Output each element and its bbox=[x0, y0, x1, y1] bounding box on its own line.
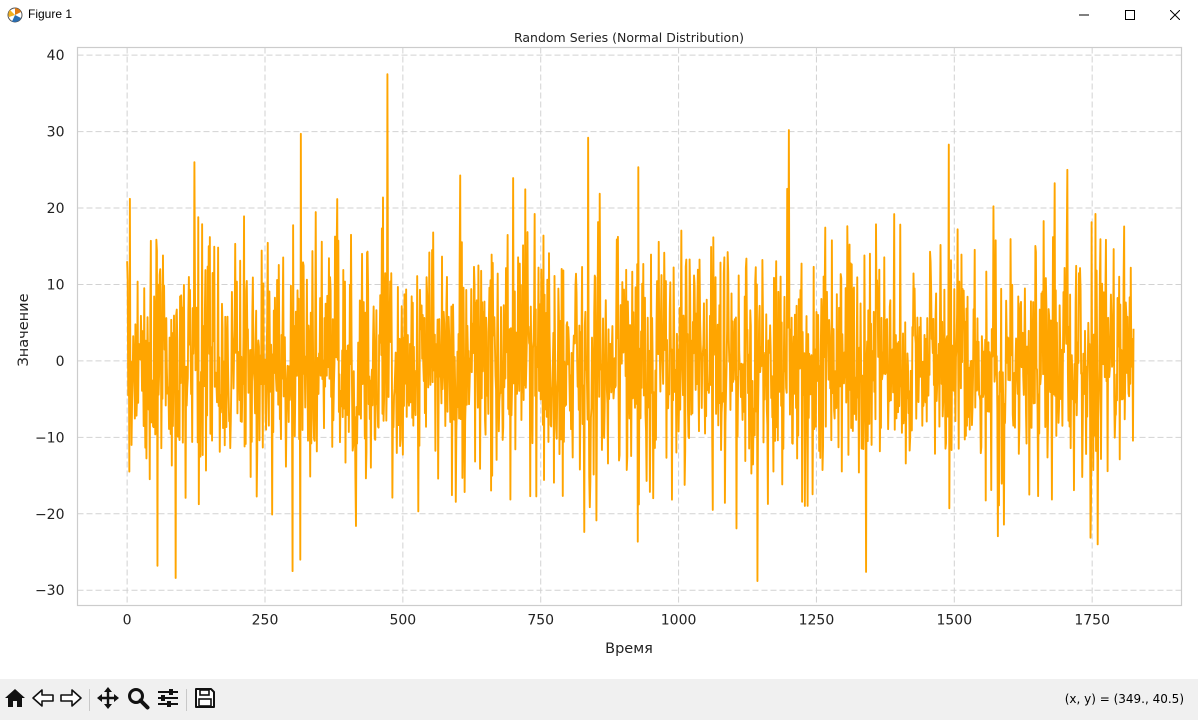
figure-canvas[interactable]: 0 250 500 750 1000 1250 1500 1750 −30 −20 −10 0 10 20… bbox=[0, 30, 1198, 679]
matplotlib-icon bbox=[6, 6, 24, 24]
y-axis-label: Значение bbox=[16, 293, 32, 366]
zoom-icon bbox=[126, 686, 150, 714]
x-tick-label: 1000 bbox=[661, 613, 697, 629]
x-tick-label: 250 bbox=[252, 613, 279, 629]
window-titlebar: Figure 1 bbox=[0, 0, 1198, 30]
forward-button[interactable] bbox=[58, 687, 84, 713]
x-tick-label: 1750 bbox=[1074, 613, 1110, 629]
axes-frame bbox=[76, 46, 1183, 607]
x-tick-label: 0 bbox=[123, 613, 132, 629]
y-tick-label: 0 bbox=[56, 354, 65, 370]
y-tick-label: 30 bbox=[47, 125, 65, 141]
y-tick-label: −20 bbox=[35, 507, 65, 523]
home-button[interactable] bbox=[2, 687, 28, 713]
home-icon bbox=[4, 687, 26, 713]
zoom-button[interactable] bbox=[125, 687, 151, 713]
forward-arrow-icon bbox=[59, 687, 83, 713]
y-tick-label: −30 bbox=[35, 583, 65, 599]
minimize-button[interactable] bbox=[1061, 0, 1107, 30]
y-tick-label: 20 bbox=[47, 201, 65, 217]
back-arrow-icon bbox=[31, 687, 55, 713]
save-button[interactable] bbox=[192, 687, 218, 713]
x-tick-label: 1250 bbox=[799, 613, 835, 629]
y-tick-label: 10 bbox=[47, 277, 65, 293]
x-tick-label: 1500 bbox=[936, 613, 972, 629]
close-button[interactable] bbox=[1152, 0, 1198, 30]
navigation-toolbar: (x, y) = (349., 40.5) bbox=[0, 679, 1198, 720]
cursor-coordinates: (x, y) = (349., 40.5) bbox=[1064, 692, 1184, 706]
maximize-icon bbox=[1125, 10, 1135, 20]
x-tick-label: 500 bbox=[389, 613, 416, 629]
toolbar-separator bbox=[186, 689, 187, 711]
toolbar-separator bbox=[89, 689, 90, 711]
pan-button[interactable] bbox=[95, 687, 121, 713]
y-tick-label: −10 bbox=[35, 430, 65, 446]
back-button[interactable] bbox=[30, 687, 56, 713]
close-icon bbox=[1170, 10, 1180, 20]
y-tick-label: 40 bbox=[47, 48, 65, 64]
x-axis-label: Время bbox=[605, 641, 653, 657]
chart-title: Random Series (Normal Distribution) bbox=[514, 30, 744, 45]
pan-icon bbox=[96, 686, 120, 714]
x-tick-label: 750 bbox=[527, 613, 554, 629]
series-line bbox=[126, 73, 1135, 582]
save-icon bbox=[194, 687, 216, 713]
maximize-button[interactable] bbox=[1107, 0, 1153, 30]
chart: 0 250 500 750 1000 1250 1500 1750 −30 −20 −10 0 10 20… bbox=[16, 30, 1183, 657]
sliders-icon bbox=[156, 686, 180, 714]
minimize-icon bbox=[1079, 10, 1089, 20]
window-title: Figure 1 bbox=[28, 7, 73, 21]
configure-subplots-button[interactable] bbox=[155, 687, 181, 713]
